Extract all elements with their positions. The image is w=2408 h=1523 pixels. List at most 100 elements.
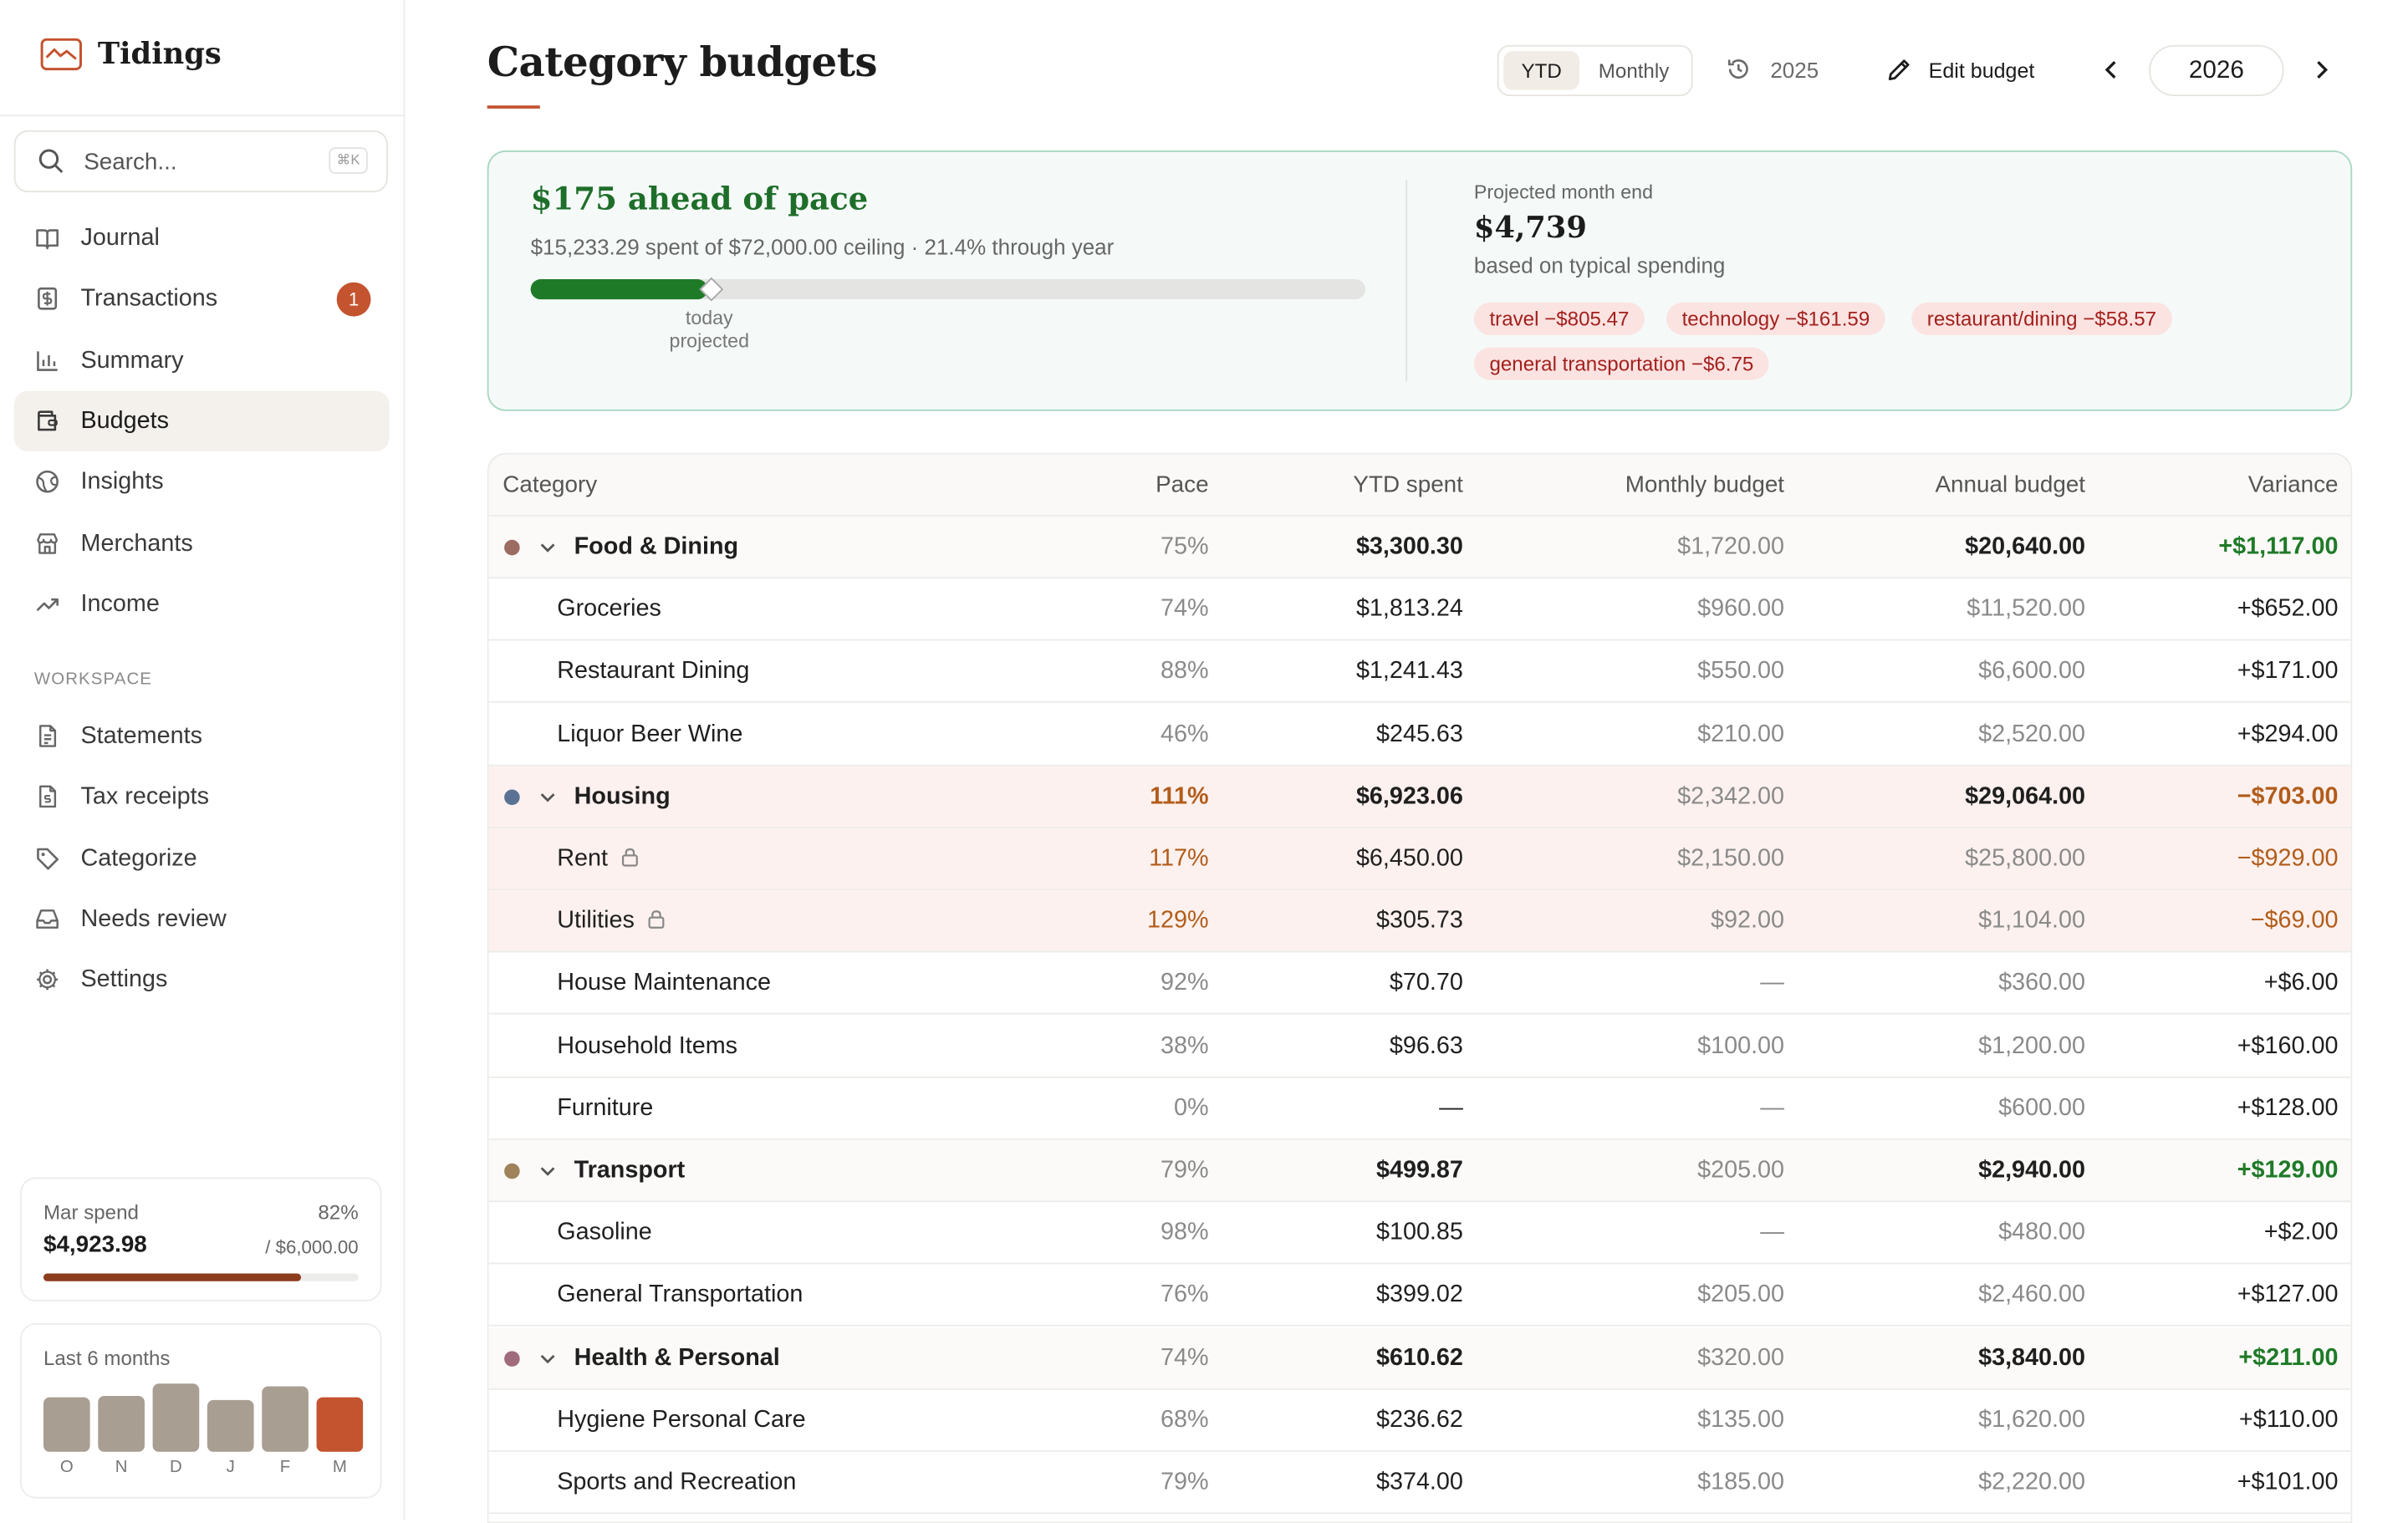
- cell-spent: $3,300.30: [1355, 533, 1463, 560]
- category-cell: Housing: [574, 783, 671, 811]
- projected-label: Projected month end: [1473, 181, 1653, 204]
- cell-pace: 88%: [1161, 658, 1209, 685]
- today-marker-line: today: [685, 307, 733, 329]
- cell-spent: $610.62: [1375, 1344, 1463, 1371]
- cell-variance: +$127.00: [2237, 1281, 2339, 1309]
- file-dollar-icon: [39, 786, 57, 808]
- compare-year-button[interactable]: 2025: [1726, 56, 1819, 83]
- year-selector[interactable]: 2026: [2149, 44, 2284, 97]
- brand[interactable]: Tidings: [40, 38, 222, 71]
- chevron-right-icon[interactable]: [2309, 58, 2334, 83]
- sidebar-item-settings[interactable]: Settings: [14, 950, 390, 1010]
- column-header-variance[interactable]: Variance: [2247, 471, 2339, 498]
- sidebar-item-categorize[interactable]: Categorize: [14, 828, 390, 888]
- table-row[interactable]: Utilities 129% $305.73 $92.00 $1,104.00 −$69.…: [488, 890, 2351, 953]
- view-option-monthly[interactable]: Monthly: [1598, 59, 1670, 83]
- view-option-ytd[interactable]: YTD: [1503, 51, 1580, 90]
- lock-icon: [621, 848, 638, 867]
- store-icon: [37, 532, 58, 553]
- cell-pace: 76%: [1161, 1281, 1209, 1309]
- category-name: General Transportation: [557, 1281, 804, 1309]
- cell-pace: 98%: [1161, 1219, 1209, 1246]
- table-row[interactable]: Sports and Recreation 79% $374.00 $185.00 $2…: [488, 1452, 2351, 1515]
- chevron-down-icon[interactable]: [538, 787, 557, 806]
- cell-variance: −$929.00: [2237, 845, 2339, 872]
- sidebar-item-insights[interactable]: Insights: [14, 451, 390, 512]
- tag-icon: [37, 847, 59, 869]
- search-input[interactable]: Search... ⌘K: [13, 130, 388, 193]
- table-row[interactable]: Hygiene Personal Care 68% $236.62 $135.00 $1…: [488, 1389, 2351, 1452]
- chevron-down-icon[interactable]: [538, 1349, 557, 1368]
- table-row[interactable]: Household Items 38% $96.63 $100.00 $1,200.00…: [488, 1016, 2351, 1077]
- category-group-row[interactable]: Food & Dining 75% $3,300.30 $1,720.00 $20,64…: [488, 516, 2351, 579]
- projected-value: $4,739: [1473, 211, 1587, 246]
- wallet-icon: [38, 410, 58, 431]
- sidebar-item-needs-review[interactable]: Needs review: [14, 889, 390, 949]
- table-row[interactable]: House Maintenance 92% $70.70 — $360.00 +$6.00: [488, 953, 2351, 1016]
- spend-progress: [43, 1273, 359, 1281]
- sidebar-item-tax-receipts[interactable]: Tax receipts: [14, 767, 390, 827]
- cell-spent: $374.00: [1375, 1469, 1463, 1495]
- category-group-row[interactable]: Housing 111% $6,923.06 $2,342.00 $29,064.00 −…: [488, 766, 2351, 828]
- month-label: D: [170, 1458, 182, 1477]
- category-color-dot: [504, 789, 520, 805]
- category-color-dot: [504, 1350, 520, 1367]
- category-cell: House Maintenance: [557, 970, 771, 998]
- column-header-monthly-budget[interactable]: Monthly budget: [1625, 471, 1785, 498]
- cell-annual: $29,064.00: [1965, 782, 2086, 810]
- sidebar-item-income[interactable]: Income: [14, 573, 390, 634]
- table-row[interactable]: Rent 117% $6,450.00 $2,150.00 $25,800.00 −$92…: [488, 828, 2351, 891]
- table-row[interactable]: Liquor Beer Wine 46% $245.63 $210.00 $2,520.…: [488, 704, 2351, 766]
- chevron-left-icon[interactable]: [2099, 58, 2125, 83]
- column-header-ytd-spent[interactable]: YTD spent: [1353, 471, 1463, 498]
- title-underline: [487, 105, 540, 109]
- sidebar-item-merchants[interactable]: Merchants: [14, 512, 390, 573]
- edit-budget-button[interactable]: Edit budget: [1885, 56, 2034, 84]
- last-months-card: Last 6 months O N D J F M: [20, 1322, 382, 1499]
- overrun-chip[interactable]: general transportation −$6.75: [1473, 347, 1769, 380]
- category-group-row[interactable]: Transport 79% $499.87 $205.00 $2,940.00 +$129…: [488, 1139, 2351, 1203]
- column-header-pace[interactable]: Pace: [1156, 471, 1209, 498]
- category-name: Furniture: [557, 1094, 654, 1122]
- overrun-chip[interactable]: restaurant/dining −$58.57: [1911, 302, 2172, 335]
- chevron-down-icon[interactable]: [538, 1162, 557, 1180]
- category-group-row[interactable]: Health & Personal 74% $610.62 $320.00 $3,840…: [488, 1327, 2351, 1389]
- month-bar: [207, 1399, 254, 1452]
- sidebar-item-summary[interactable]: Summary: [14, 330, 390, 390]
- overrun-chip[interactable]: travel −$805.47: [1473, 302, 1645, 335]
- column-header-annual-budget[interactable]: Annual budget: [1935, 471, 2086, 498]
- globe-icon: [36, 471, 59, 493]
- cell-pace: 68%: [1161, 1406, 1209, 1434]
- sidebar-item-label: Merchants: [80, 529, 193, 557]
- cell-variance: +$101.00: [2237, 1469, 2339, 1495]
- bar-chart-icon: [37, 350, 58, 371]
- search-shortcut: ⌘K: [329, 147, 368, 174]
- chevron-down-icon[interactable]: [538, 538, 557, 557]
- cell-variance: +$294.00: [2237, 721, 2339, 747]
- cell-annual: $2,460.00: [1978, 1281, 2086, 1309]
- category-name: Rent: [557, 845, 608, 872]
- sidebar-item-statements[interactable]: Statements: [14, 705, 390, 766]
- sidebar-item-journal[interactable]: Journal: [14, 208, 390, 268]
- logo-icon: [40, 38, 82, 71]
- category-cell: Liquor Beer Wine: [557, 721, 742, 748]
- column-header-category[interactable]: Category: [503, 471, 598, 498]
- view-toggle: YTD Monthly: [1497, 44, 1693, 97]
- overrun-chip[interactable]: technology −$161.59: [1666, 302, 1885, 335]
- sidebar-item-budgets[interactable]: Budgets: [13, 390, 390, 451]
- table-row[interactable]: Furniture 0% — — $600.00 +$128.00: [488, 1077, 2351, 1140]
- table-row[interactable]: Gasoline 98% $100.85 — $480.00 +$2.00: [488, 1203, 2351, 1265]
- sidebar-item-transactions[interactable]: Transactions 1: [14, 269, 390, 329]
- month-label: M: [332, 1458, 347, 1477]
- gear-icon: [37, 969, 59, 991]
- trending-up-icon: [36, 598, 59, 611]
- months-bar-chart: [43, 1383, 364, 1452]
- cell-annual: $6,600.00: [1978, 658, 2086, 685]
- table-row[interactable]: Restaurant Dining 88% $1,241.43 $550.00 $6,6…: [488, 641, 2351, 704]
- table-row[interactable]: Groceries 74% $1,813.24 $960.00 $11,520.00 +$…: [488, 579, 2351, 641]
- category-cell: Food & Dining: [574, 533, 739, 561]
- cell-monthly: $1,720.00: [1677, 533, 1785, 560]
- cell-monthly: $92.00: [1711, 907, 1785, 935]
- table-row[interactable]: General Transportation 76% $399.02 $205.00 $…: [488, 1265, 2351, 1327]
- category-cell: Hygiene Personal Care: [557, 1407, 805, 1434]
